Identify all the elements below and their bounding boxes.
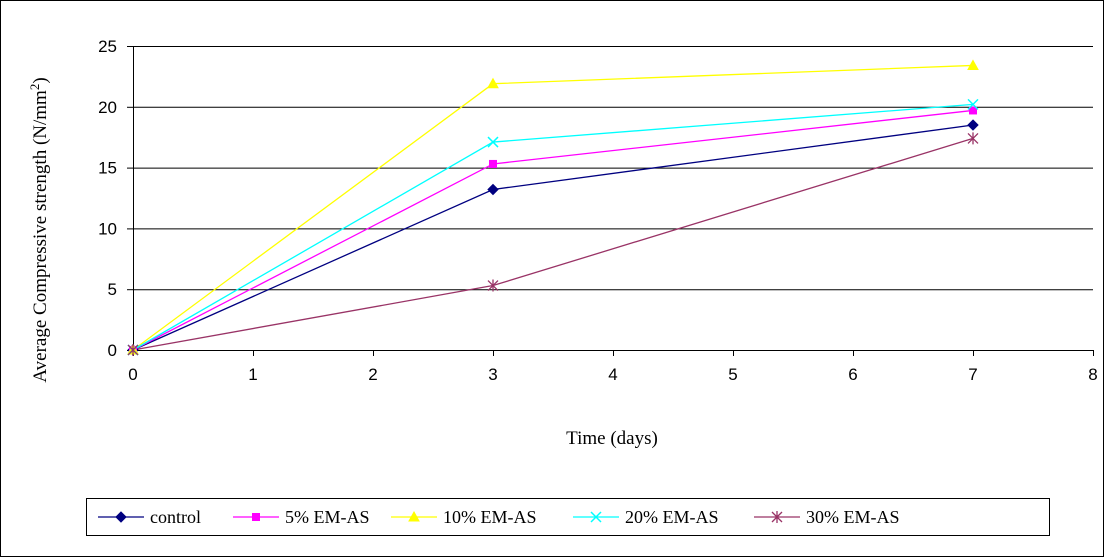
legend: control 5% EM-AS 10% EM-AS 20% EM-AS 30% EM-… <box>98 507 900 527</box>
x-axis-title: Time (days) <box>566 428 658 449</box>
x-tick-label: 2 <box>368 365 377 384</box>
legend-marker-3 <box>590 511 602 523</box>
x-tick-label: 6 <box>848 365 857 384</box>
data-point <box>487 136 499 148</box>
data-point <box>967 119 979 131</box>
data-point <box>967 98 979 110</box>
data-point <box>967 132 979 145</box>
y-tick-label: 25 <box>98 37 117 56</box>
data-point <box>967 59 979 70</box>
legend-label: 20% EM-AS <box>625 507 719 527</box>
data-point <box>127 344 139 356</box>
legend-label: 10% EM-AS <box>443 507 537 527</box>
legend-label: 5% EM-AS <box>285 507 370 527</box>
x-tick-label: 8 <box>1088 365 1097 384</box>
y-tick-label: 5 <box>108 280 117 299</box>
y-tick-label: 20 <box>98 98 117 117</box>
data-point <box>487 279 499 292</box>
x-tick-label: 5 <box>728 365 737 384</box>
y-tick-label: 10 <box>98 219 117 238</box>
data-point <box>487 77 499 89</box>
y-axis-title: Average Compressive strength (N/mm2) <box>27 77 51 382</box>
y-axis-title-end: ) <box>30 77 51 83</box>
legend-marker-4 <box>771 511 783 523</box>
data-point <box>487 183 499 196</box>
y-axis-title-main: Average Compressive strength (N/mm <box>30 90 51 383</box>
x-tick-label: 7 <box>968 365 977 384</box>
legend-marker-0 <box>115 511 127 523</box>
legend-label: 30% EM-AS <box>806 507 900 527</box>
data-point <box>489 159 497 168</box>
x-tick-label: 0 <box>128 365 137 384</box>
y-tick-labels: 0 5 10 15 20 25 <box>98 37 117 360</box>
series <box>127 59 979 356</box>
legend-marker-1 <box>252 513 260 521</box>
x-tick-labels: 0 1 2 3 4 5 6 7 8 <box>128 365 1097 384</box>
legend-label: control <box>150 507 201 527</box>
x-tick-label: 4 <box>608 365 617 384</box>
x-tick-label: 3 <box>488 365 497 384</box>
data-point <box>969 106 977 115</box>
legend-marker-2 <box>408 510 420 522</box>
x-tick-label: 1 <box>248 365 257 384</box>
y-tick-label: 15 <box>98 159 117 178</box>
y-tick-label: 0 <box>108 341 117 360</box>
y-axis-title-sup: 2 <box>27 84 42 91</box>
legend-box <box>86 498 1050 536</box>
